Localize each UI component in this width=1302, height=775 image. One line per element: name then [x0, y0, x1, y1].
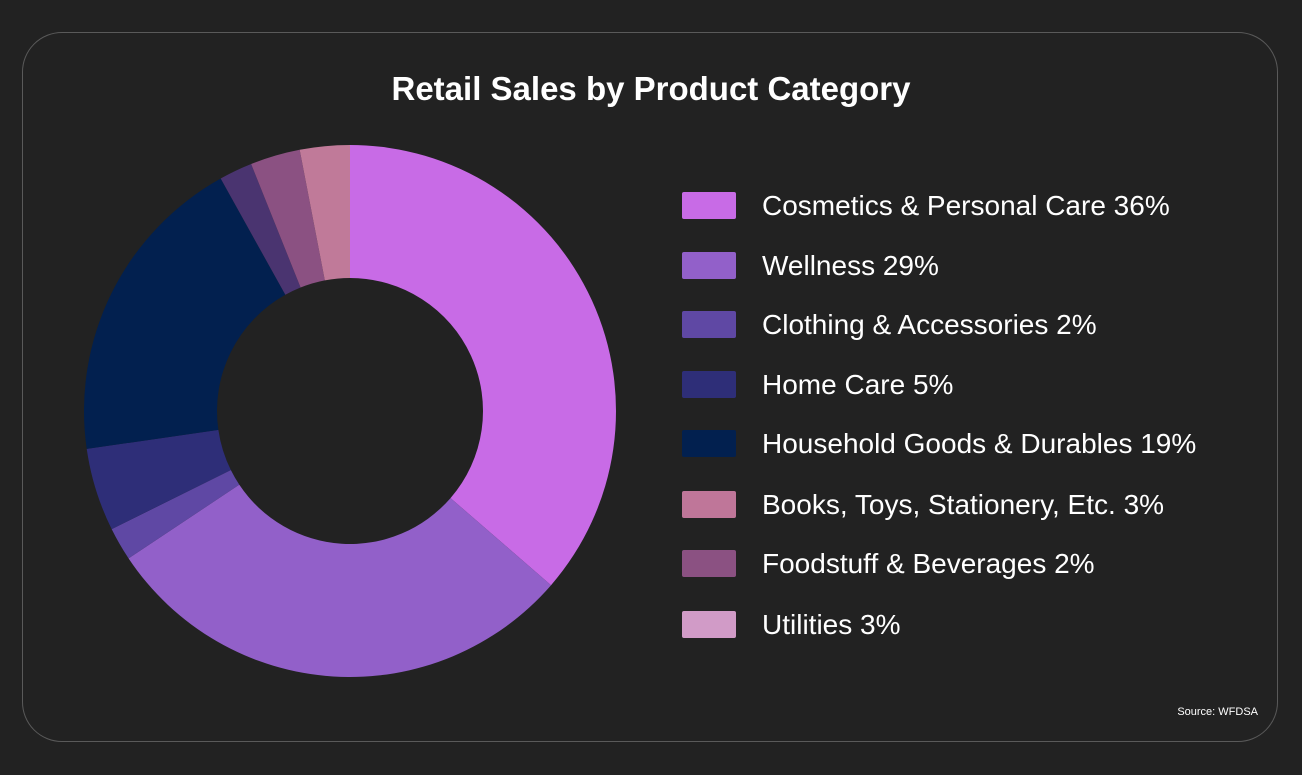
legend-label: Books, Toys, Stationery, Etc. 3%: [762, 489, 1165, 520]
legend-swatch: [682, 491, 736, 518]
donut-slice-6: [299, 145, 350, 281]
chart-card: [22, 32, 1278, 742]
donut-slice-5: [84, 178, 286, 449]
legend-label: Utilities 3%: [762, 609, 901, 640]
legend-label: Clothing & Accessories 2%: [762, 309, 1097, 340]
legend-label: Foodstuff & Beverages 2%: [762, 548, 1095, 579]
legend-swatch: [682, 252, 736, 279]
donut-slice-8: [251, 149, 325, 288]
donut-slice-7: [220, 164, 301, 295]
donut-slice-2: [128, 484, 552, 677]
legend-label: Home Care 5%: [762, 369, 954, 400]
legend-item: Utilities 3%: [682, 609, 1242, 640]
legend-swatch: [682, 550, 736, 577]
legend-label: Household Goods & Durables 19%: [762, 428, 1197, 459]
donut-slice-1: [350, 145, 616, 586]
legend-swatch: [682, 192, 736, 219]
legend-item: Household Goods & Durables 19%: [682, 428, 1242, 459]
donut-slice-4: [86, 429, 231, 530]
legend-swatch: [682, 311, 736, 338]
legend-item: Home Care 5%: [682, 369, 1242, 400]
legend-item: Wellness 29%: [682, 250, 1242, 281]
chart-title: Retail Sales by Product Category: [391, 70, 911, 107]
legend-label: Cosmetics & Personal Care 36%: [762, 190, 1170, 221]
legend-item: Books, Toys, Stationery, Etc. 3%: [682, 489, 1242, 520]
donut-slice-3: [111, 470, 240, 559]
legend-swatch: [682, 430, 736, 457]
source-note: Source: WFDSA: [1177, 706, 1258, 718]
legend-item: Clothing & Accessories 2%: [682, 309, 1242, 340]
legend-swatch: [682, 611, 736, 638]
legend-swatch: [682, 371, 736, 398]
legend-item: Cosmetics & Personal Care 36%: [682, 190, 1242, 221]
legend-item: Foodstuff & Beverages 2%: [682, 548, 1242, 579]
legend-label: Wellness 29%: [762, 250, 939, 281]
